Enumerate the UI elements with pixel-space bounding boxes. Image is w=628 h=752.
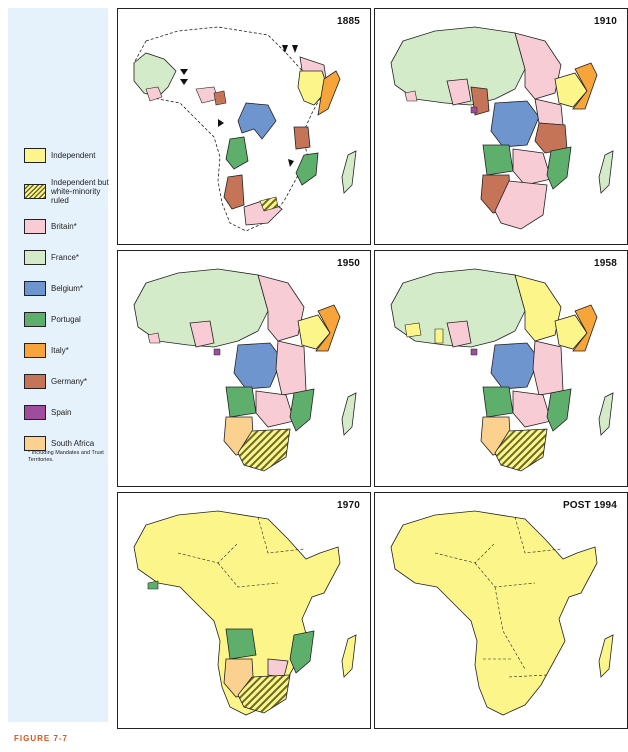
legend-label: Independent but white-minority ruled xyxy=(51,177,109,205)
legend-swatch xyxy=(24,405,46,420)
legend-label: France* xyxy=(51,253,80,262)
panel-year: 1885 xyxy=(336,16,360,27)
legend-item-white-minority: Independent but white-minority ruled xyxy=(24,171,110,211)
legend-swatch xyxy=(24,312,46,327)
legend-swatch xyxy=(24,436,46,451)
legend-label: Germany* xyxy=(51,377,88,386)
legend-label: Britain* xyxy=(51,222,77,231)
legend-item-belgium: Belgium* xyxy=(24,273,110,304)
figure-label: FIGURE 7-7 xyxy=(14,734,69,743)
map-panel-1885: 1885 xyxy=(117,8,371,245)
legend-label: South Africa xyxy=(51,439,95,448)
africa-map-1910 xyxy=(390,26,614,230)
africa-map-1970 xyxy=(133,510,357,716)
legend-swatch-hatched xyxy=(24,183,46,199)
legend-label: Portugal xyxy=(51,315,81,324)
map-panel-post-1994: POST 1994 xyxy=(374,492,628,729)
legend-item-italy: Italy* xyxy=(24,335,110,366)
legend-item-germany: Germany* xyxy=(24,366,110,397)
legend-item-south-africa: South Africa xyxy=(24,428,110,459)
africa-map-1958 xyxy=(390,268,614,472)
panel-year: 1950 xyxy=(336,258,360,269)
legend-note: * Including Mandates and Trust Territori… xyxy=(28,450,104,463)
legend-swatch xyxy=(24,374,46,389)
legend-column xyxy=(8,8,108,722)
panel-year: POST 1994 xyxy=(562,500,617,511)
africa-map-1885 xyxy=(133,26,357,232)
legend: Independent Independent but white-minori… xyxy=(24,140,110,459)
legend-item-spain: Spain xyxy=(24,397,110,428)
africa-map-1950 xyxy=(133,268,357,472)
legend-item-independent: Independent xyxy=(24,140,110,171)
map-panel-1970: 1970 xyxy=(117,492,371,729)
panel-year: 1970 xyxy=(336,500,360,511)
legend-label: Italy* xyxy=(51,346,69,355)
map-panel-1958: 1958 xyxy=(374,250,628,487)
legend-item-france: France* xyxy=(24,242,110,273)
map-panel-1950: 1950 xyxy=(117,250,371,487)
legend-item-portugal: Portugal xyxy=(24,304,110,335)
panel-year: 1910 xyxy=(593,16,617,27)
legend-label: Spain xyxy=(51,408,72,417)
legend-swatch xyxy=(24,148,46,163)
legend-swatch xyxy=(24,250,46,265)
panel-year: 1958 xyxy=(593,258,617,269)
legend-swatch xyxy=(24,343,46,358)
legend-swatch xyxy=(24,219,46,234)
legend-swatch xyxy=(24,281,46,296)
map-panel-1910: 1910 xyxy=(374,8,628,245)
africa-map-post-1994 xyxy=(390,510,614,716)
legend-label: Independent xyxy=(51,151,96,160)
legend-label: Belgium* xyxy=(51,284,84,293)
legend-item-britain: Britain* xyxy=(24,211,110,242)
